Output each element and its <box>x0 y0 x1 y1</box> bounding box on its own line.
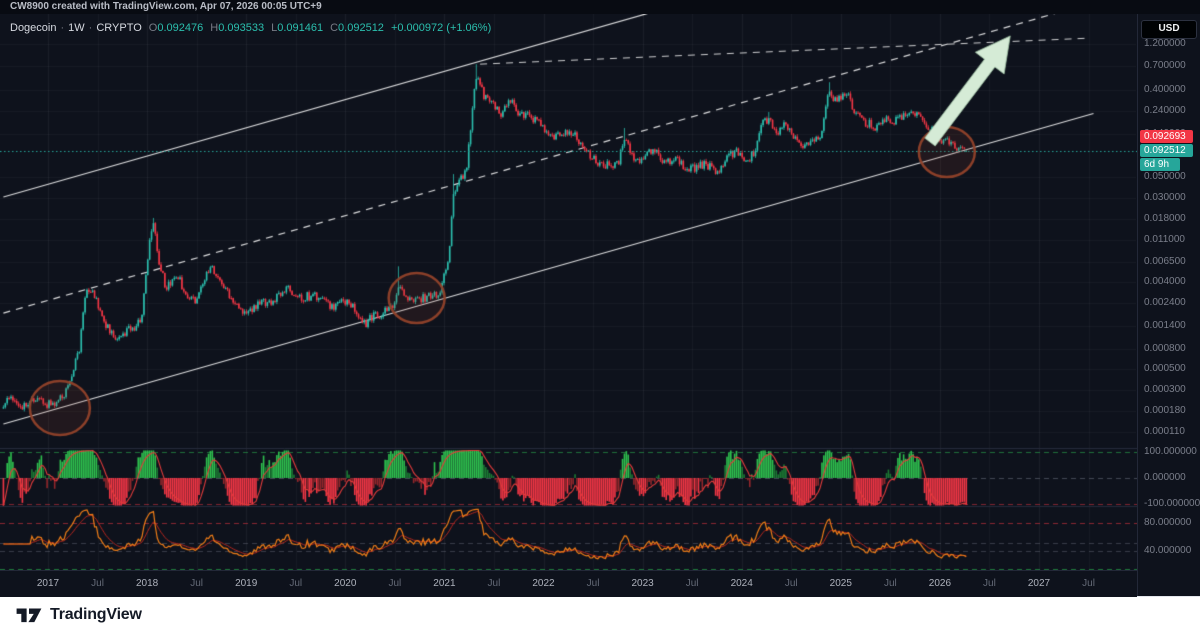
exchange-label: CRYPTO <box>96 22 142 34</box>
interval-label[interactable]: 1W <box>68 22 85 34</box>
time-axis-year-label: 2024 <box>730 578 753 589</box>
time-axis-year-label: 2023 <box>631 578 654 589</box>
low-value: 0.091461 <box>277 22 324 34</box>
close-label: C <box>330 22 339 34</box>
time-axis-year-label: 2022 <box>532 578 555 589</box>
price-axis[interactable]: USD 1.2000000.7000000.4000000.2400000.14… <box>1137 14 1200 596</box>
price-axis-label: 0.002400 <box>1144 297 1186 309</box>
legend-separator: · <box>60 22 65 34</box>
indicator2-axis-label: 40.000000 <box>1144 545 1192 556</box>
footer-bar: TradingView <box>0 596 1200 632</box>
time-axis-month-label: Jul <box>983 578 996 589</box>
price-axis-label: 0.000800 <box>1144 342 1186 354</box>
time-axis-year-label: 2026 <box>928 578 952 589</box>
price-axis-label: 0.004000 <box>1144 275 1186 287</box>
time-axis-year-label: 2021 <box>433 578 456 589</box>
price-axis-label: 0.000180 <box>1144 405 1186 417</box>
time-axis-month-label: Jul <box>289 578 303 589</box>
time-axis-month-label: Jul <box>487 578 501 589</box>
countdown-badge: 6d 9h <box>1140 158 1180 171</box>
time-axis-month-label: Jul <box>190 578 204 589</box>
price-axis-label: 0.001400 <box>1144 319 1186 331</box>
indicator1-axis-label: -100.000000 <box>1144 498 1200 509</box>
time-axis-month-label: Jul <box>883 578 897 589</box>
time-axis-year-label: 2018 <box>135 578 159 589</box>
price-axis-label: 0.050000 <box>1144 170 1186 182</box>
session-info-text: CW8900 created with TradingView.com, Apr… <box>10 1 322 12</box>
price-axis-label: 0.400000 <box>1144 83 1186 95</box>
price-axis-label: 0.011000 <box>1144 233 1185 245</box>
current-price-badge: 0.092512 <box>1140 144 1193 157</box>
high-label: H <box>210 22 219 34</box>
tradingview-brand[interactable]: TradingView <box>50 605 142 623</box>
time-axis-month-label: Jul <box>388 578 402 589</box>
high-value: 0.093533 <box>218 22 265 34</box>
price-axis-label: 0.000300 <box>1144 383 1186 395</box>
time-axis-year-label: 2027 <box>1027 578 1051 589</box>
time-axis-year-label: 2020 <box>334 578 357 589</box>
time-axis-month-label: Jul <box>685 578 699 589</box>
chart-area: Dogecoin · 1W · CRYPTO O 0.092476 H 0.09… <box>0 14 1200 597</box>
time-axis-month-label: Jul <box>1082 578 1095 589</box>
tradingview-logo-icon[interactable] <box>16 605 42 625</box>
price-axis-label: 0.000110 <box>1144 425 1185 437</box>
last-price-badge: 0.092693 <box>1140 130 1193 143</box>
time-axis-year-label: 2017 <box>36 578 60 589</box>
time-axis-year-label: 2025 <box>829 578 852 589</box>
time-axis-month-label: Jul <box>91 578 104 589</box>
open-value: 0.092476 <box>157 22 204 34</box>
indicator1-axis-label: 0.000000 <box>1144 472 1186 483</box>
price-axis-label: 1.200000 <box>1144 38 1186 49</box>
price-axis-label: 0.006500 <box>1144 255 1186 267</box>
price-axis-label: 0.000500 <box>1144 362 1186 374</box>
price-axis-label: 0.240000 <box>1144 105 1186 117</box>
symbol-name[interactable]: Dogecoin <box>10 22 57 34</box>
low-label: L <box>271 22 278 34</box>
indicator2-axis-label: 80.000000 <box>1144 517 1192 528</box>
indicator1-axis-label: 100.000000 <box>1144 446 1197 457</box>
session-info-bar: CW8900 created with TradingView.com, Apr… <box>0 0 1200 14</box>
price-axis-label: 0.030000 <box>1144 191 1186 203</box>
open-label: O <box>148 22 158 34</box>
price-axis-label: 0.018000 <box>1144 213 1186 225</box>
legend-separator: · <box>88 22 93 34</box>
time-axis-month-label: Jul <box>784 578 798 589</box>
price-axis-label: 0.700000 <box>1144 60 1186 72</box>
price-chart-canvas[interactable] <box>0 14 1200 596</box>
change-value: +0.000972 (+1.06%) <box>390 22 492 34</box>
currency-button[interactable]: USD <box>1141 20 1197 39</box>
time-axis[interactable]: 2017 Jul 2018 Jul 2019 Jul 2020 Jul 2021 Jul 2022 J… <box>0 570 1137 597</box>
symbol-legend: Dogecoin · 1W · CRYPTO O 0.092476 H 0.09… <box>10 22 491 34</box>
close-value: 0.092512 <box>338 22 384 34</box>
time-axis-month-label: Jul <box>586 578 600 589</box>
time-axis-year-label: 2019 <box>235 578 258 589</box>
